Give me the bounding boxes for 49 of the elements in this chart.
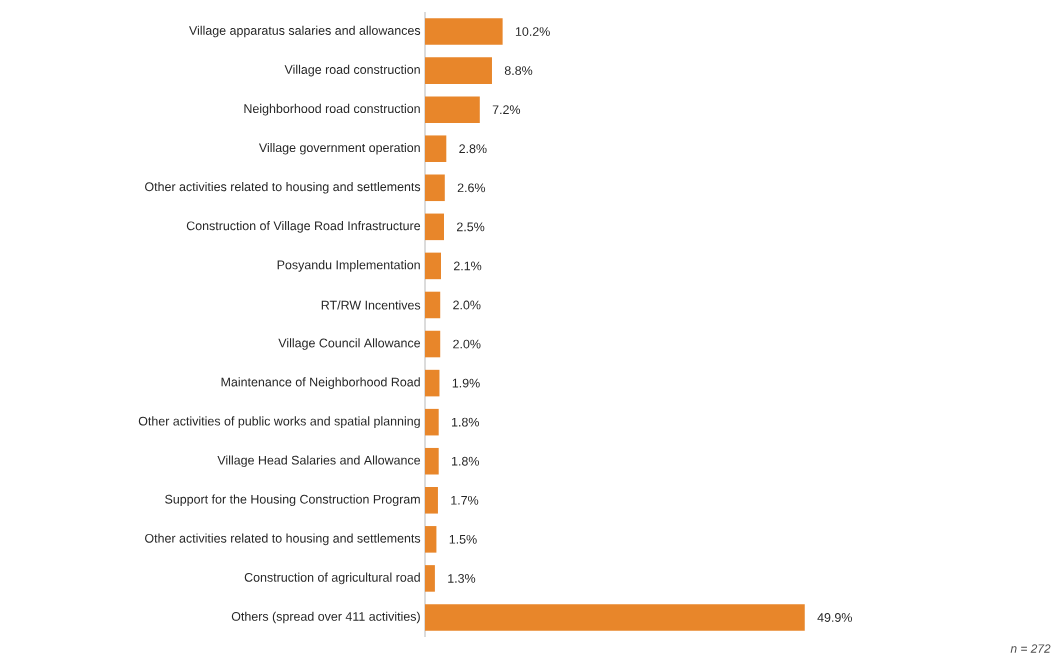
bar bbox=[425, 487, 438, 514]
bar bbox=[425, 604, 805, 631]
y-tick-label: Others (spread over 411 activities) bbox=[231, 611, 420, 624]
data-label: 8.8% bbox=[504, 66, 533, 75]
bar bbox=[425, 408, 439, 436]
y-tick-label: Maintenance of Neighborhood Road bbox=[221, 377, 420, 389]
bar bbox=[425, 369, 440, 397]
bar bbox=[425, 135, 447, 162]
bar bbox=[425, 330, 441, 358]
y-tick-label: RT/RW Incentives bbox=[321, 300, 421, 310]
data-label: 1.9% bbox=[452, 378, 480, 388]
y-tick-label: Village road construction bbox=[284, 64, 420, 77]
bar bbox=[425, 174, 445, 202]
bar bbox=[425, 447, 439, 475]
bar bbox=[425, 565, 435, 592]
text: n = 272 bbox=[1010, 644, 1051, 653]
y-tick-label: Other activities of public works and spatial planning bbox=[138, 416, 420, 428]
data-label: 2.0% bbox=[453, 339, 481, 349]
data-label: 10.2% bbox=[515, 27, 550, 36]
bar bbox=[425, 252, 441, 280]
y-tick-label: Construction of agricultural road bbox=[244, 572, 420, 585]
y-tick-label: Support for the Housing Construction Program bbox=[165, 494, 420, 507]
data-label: 49.9% bbox=[817, 613, 852, 622]
y-tick-label: Village Council Allowance bbox=[278, 338, 421, 350]
bar bbox=[425, 18, 503, 45]
data-label: 2.5% bbox=[457, 222, 485, 232]
data-label: 1.5% bbox=[449, 534, 477, 544]
data-label: 2.8% bbox=[459, 144, 487, 154]
data-label: 7.2% bbox=[492, 105, 521, 115]
data-label: 1.7% bbox=[451, 495, 479, 505]
bar bbox=[425, 96, 480, 123]
y-tick-label: Other activities related to housing and settlements bbox=[145, 181, 421, 194]
y-tick-label: Construction of Village Road Infrastructure bbox=[186, 221, 421, 233]
y-tick-label: Village government operation bbox=[258, 142, 420, 155]
data-label: 2.6% bbox=[457, 183, 486, 193]
bar bbox=[425, 213, 445, 241]
y-tick-label: Other activities related to housing and settlements bbox=[145, 533, 421, 546]
data-label: 2.1% bbox=[453, 261, 482, 271]
data-label: 2.0% bbox=[453, 300, 481, 310]
bar bbox=[425, 57, 492, 84]
bar bbox=[425, 526, 437, 553]
data-label: 1.3% bbox=[448, 574, 476, 583]
bar bbox=[425, 291, 441, 319]
y-tick-label: Neighborhood road construction bbox=[244, 103, 420, 116]
y-tick-label: Village apparatus salaries and allowances bbox=[189, 25, 421, 38]
data-label: 1.8% bbox=[452, 456, 479, 466]
y-tick-label: Village Head Salaries and Allowance bbox=[217, 455, 421, 468]
y-tick-label: Posyandu Implementation bbox=[277, 260, 420, 272]
data-label: 1.8% bbox=[452, 417, 479, 427]
